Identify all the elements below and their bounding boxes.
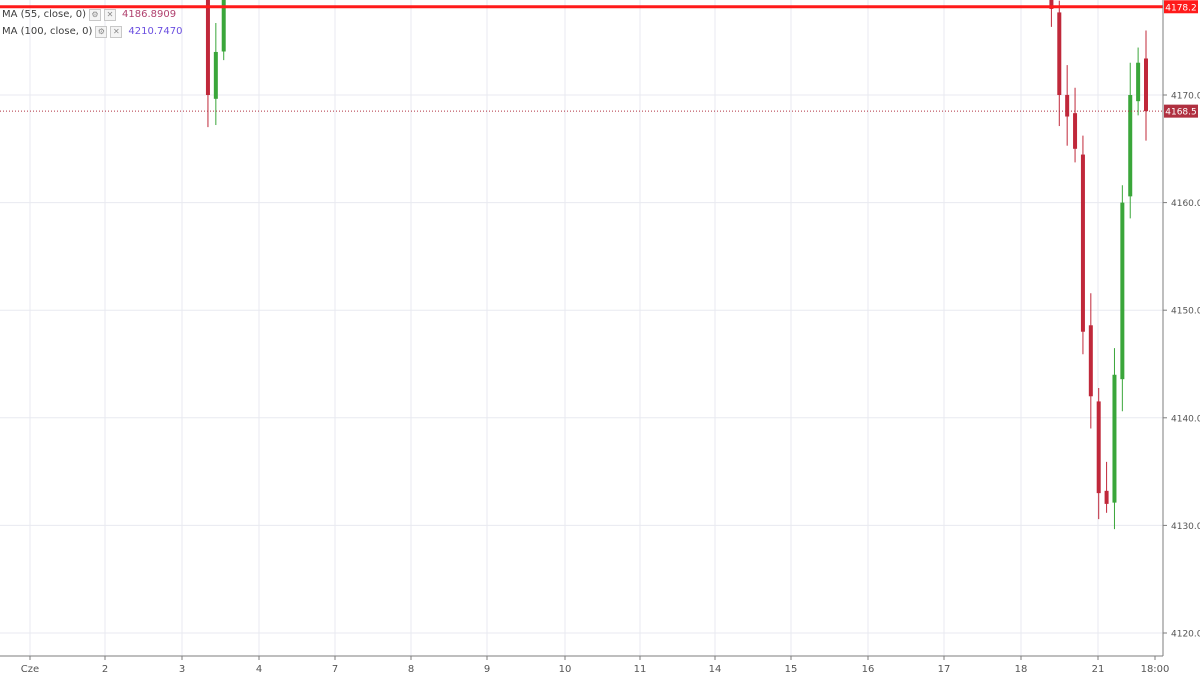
candle-body xyxy=(1104,490,1109,504)
candle-body xyxy=(205,0,210,96)
x-tick-label: 2 xyxy=(102,664,108,675)
x-tick-label: 18:00 xyxy=(1141,664,1170,675)
legend-ma55-label: MA (55, close, 0) xyxy=(2,9,87,20)
y-tick-label: 4120.0 xyxy=(1171,630,1200,640)
x-tick-label: 17 xyxy=(938,664,951,675)
candle-body xyxy=(1120,202,1125,380)
x-tick-label: 11 xyxy=(634,664,647,675)
x-tick-label: 14 xyxy=(709,664,722,675)
y-tick-label: 4150.0 xyxy=(1171,307,1200,317)
candle-body xyxy=(1144,58,1148,112)
x-tick-label: Cze xyxy=(21,664,39,675)
y-axis: 4120.04130.04140.04150.04160.04170.04180… xyxy=(1163,92,1200,640)
x-tick-label: 10 xyxy=(559,664,572,675)
gear-icon[interactable]: ⚙ xyxy=(95,25,108,38)
grid xyxy=(0,0,1163,656)
candle-body xyxy=(1073,113,1078,149)
y-tick-label: 4140.0 xyxy=(1171,414,1200,424)
y-tick-label: 4170.0 xyxy=(1171,92,1200,102)
candle-body xyxy=(1096,401,1101,494)
x-tick-label: 4 xyxy=(256,664,262,675)
x-tick-label: 3 xyxy=(179,664,185,675)
candle-body xyxy=(1112,374,1117,503)
indicator-legend: MA (55, close, 0) ⚙ ✕ 4186.8909 MA (100,… xyxy=(2,6,182,40)
legend-ma55: MA (55, close, 0) ⚙ ✕ 4186.8909 xyxy=(2,6,182,23)
candle-body xyxy=(1049,0,1054,9)
candle-body xyxy=(1136,62,1141,102)
candle-body xyxy=(1080,154,1085,332)
x-tick-label: 15 xyxy=(785,664,798,675)
y-tick-label: 4130.0 xyxy=(1171,522,1200,532)
x-tick-label: 21 xyxy=(1092,664,1105,675)
price-level-tag xyxy=(1164,104,1198,118)
candle-body xyxy=(1128,95,1133,197)
x-tick-label: 16 xyxy=(862,664,875,675)
legend-ma55-value: 4186.8909 xyxy=(122,9,177,20)
price-level-label: 4178.2 xyxy=(1165,3,1197,13)
candle-body xyxy=(213,51,218,99)
y-tick-label: 4160.0 xyxy=(1171,199,1200,209)
x-tick-label: 9 xyxy=(484,664,490,675)
x-tick-label: 8 xyxy=(408,664,414,675)
price-level-tag xyxy=(1164,0,1198,14)
price-level-label: 4168.5 xyxy=(1165,108,1197,118)
legend-ma100-label: MA (100, close, 0) xyxy=(2,26,93,37)
candle-body xyxy=(1057,12,1062,96)
x-tick-label: 7 xyxy=(332,664,338,675)
candle-body xyxy=(1088,325,1093,397)
x-tick-label: 18 xyxy=(1015,664,1028,675)
candle-body xyxy=(1065,94,1070,117)
candles xyxy=(205,0,1148,530)
close-icon[interactable]: ✕ xyxy=(110,25,123,38)
legend-ma100: MA (100, close, 0) ⚙ ✕ 4210.7470 xyxy=(2,23,182,40)
legend-ma100-value: 4210.7470 xyxy=(128,26,183,37)
candle-body xyxy=(221,0,226,52)
x-axis: Cze 2 3 4 7 8 9 10 11 14 15 16 17 18 21 18:00 xyxy=(21,656,1170,675)
gear-icon[interactable]: ⚙ xyxy=(89,8,102,21)
close-icon[interactable]: ✕ xyxy=(104,8,117,21)
